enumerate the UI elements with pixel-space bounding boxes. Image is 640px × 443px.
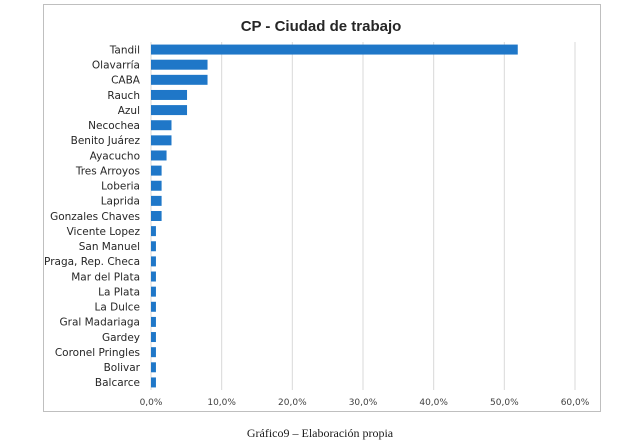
bar [151, 271, 156, 282]
bars [151, 44, 518, 388]
figure-caption: Gráfico9 – Elaboración propia [246, 426, 394, 440]
bar [151, 59, 208, 70]
category-label: Necochea [88, 120, 140, 132]
x-tick-label: 10,0% [207, 398, 236, 408]
bar [151, 301, 156, 312]
bar [151, 44, 518, 55]
bar [151, 377, 156, 388]
bar [151, 332, 156, 343]
bar [151, 135, 172, 146]
category-label: Bolivar [104, 362, 141, 374]
gridlines [150, 42, 576, 390]
x-tick-label: 50,0% [490, 398, 519, 408]
bar [151, 120, 172, 131]
category-label: Gonzales Chaves [50, 211, 140, 223]
bar [151, 150, 167, 161]
bar [151, 195, 162, 206]
bar [151, 180, 162, 191]
category-label: La Dulce [94, 302, 140, 314]
x-tick-label: 0,0% [140, 398, 163, 408]
category-labels: Tandil Olavarría CABA Rauch Azul Necochea Beni… [44, 44, 141, 389]
category-label: Ayacucho [90, 150, 140, 162]
category-label: Vicente Lopez [67, 226, 141, 238]
category-label: Tandil [109, 44, 140, 56]
bar-chart: CP - Ciudad de trabajo Tandil Olavarría CA… [44, 18, 590, 408]
category-label: Mar del Plata [71, 271, 140, 283]
bar [151, 165, 162, 176]
category-label: Balcarce [95, 377, 140, 389]
x-tick-label: 40,0% [419, 398, 448, 408]
category-label: Azul [118, 105, 140, 117]
bar [151, 226, 156, 237]
bar [151, 256, 156, 267]
category-label: Gral Madariaga [59, 317, 140, 329]
bar [151, 105, 188, 116]
category-label: Benito Juárez [71, 135, 141, 147]
category-label: Gardey [102, 332, 140, 344]
bar [151, 362, 156, 373]
category-label: San Manuel [79, 241, 140, 253]
bar [151, 347, 156, 358]
category-label: Rauch [107, 90, 140, 102]
category-label: Tres Arroyos [75, 165, 140, 177]
bar [151, 211, 162, 221]
category-label: CABA [111, 75, 141, 87]
x-tick-label: 60,0% [561, 398, 590, 408]
x-tick-label: 30,0% [349, 398, 378, 408]
bar [151, 241, 156, 252]
x-tick-labels: 0,0% 10,0% 20,0% 30,0% 40,0% 50,0% 60,0% [140, 398, 590, 408]
bar [151, 74, 208, 85]
category-label: Coronel Pringles [55, 347, 140, 359]
category-label: Loberia [101, 181, 140, 193]
bar [151, 286, 156, 297]
bar [151, 316, 156, 327]
category-label: La Plata [98, 286, 140, 298]
category-label: Praga, Rep. Checa [44, 256, 140, 268]
chart-frame: CP - Ciudad de trabajo Tandil Olavarría CA… [43, 4, 601, 412]
bar [151, 89, 188, 100]
category-label: Olavarría [92, 59, 140, 71]
x-tick-label: 20,0% [278, 398, 307, 408]
category-label: Laprida [101, 196, 140, 208]
chart-title: CP - Ciudad de trabajo [241, 18, 402, 35]
